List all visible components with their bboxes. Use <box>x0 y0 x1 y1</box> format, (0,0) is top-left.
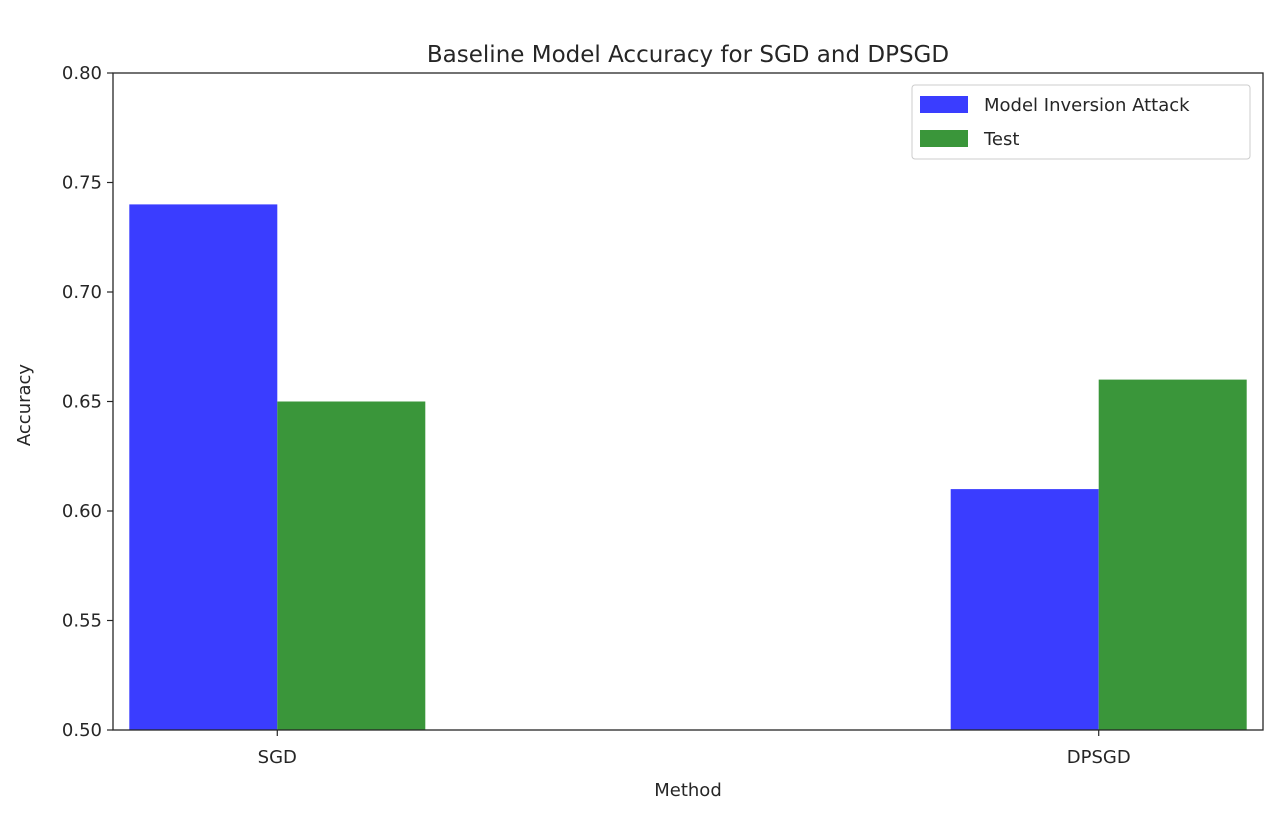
bar-model-inversion-attack-dpsgd <box>950 489 1099 730</box>
plot-frame <box>112 72 1264 731</box>
legend-label-model-inversion-attack: Model Inversion Attack <box>984 95 1190 116</box>
bar-model-inversion-attack-sgd <box>129 204 278 730</box>
y-tick-label: 0.55 <box>62 611 102 632</box>
x-axis-ticks: SGD DPSGD <box>258 730 1131 768</box>
y-tick-label: 0.60 <box>62 501 102 522</box>
legend-swatch-test <box>920 130 968 147</box>
bar-test-dpsgd <box>1098 379 1247 730</box>
y-tick-label: 0.70 <box>62 282 102 303</box>
y-tick-label: 0.50 <box>62 720 102 741</box>
y-tick-label: 0.75 <box>62 173 102 194</box>
legend-label-test: Test <box>983 129 1019 150</box>
legend: Model Inversion Attack Test <box>911 84 1251 160</box>
x-tick-label: DPSGD <box>1067 747 1131 768</box>
legend-swatch-model-inversion-attack <box>920 96 968 113</box>
legend-box <box>911 84 1251 160</box>
y-tick-label: 0.65 <box>62 392 102 413</box>
chart-title: Baseline Model Accuracy for SGD and DPSG… <box>427 42 949 68</box>
y-tick-label: 0.80 <box>62 63 102 84</box>
y-axis-ticks: 0.50 0.55 0.60 0.65 0.70 0.75 0.80 <box>62 63 113 741</box>
y-axis-label: Accuracy <box>14 364 35 447</box>
bar-test-sgd <box>277 401 426 730</box>
x-tick-label: SGD <box>258 747 297 768</box>
x-axis-label: Method <box>654 780 722 801</box>
bars-layer <box>129 204 1247 730</box>
